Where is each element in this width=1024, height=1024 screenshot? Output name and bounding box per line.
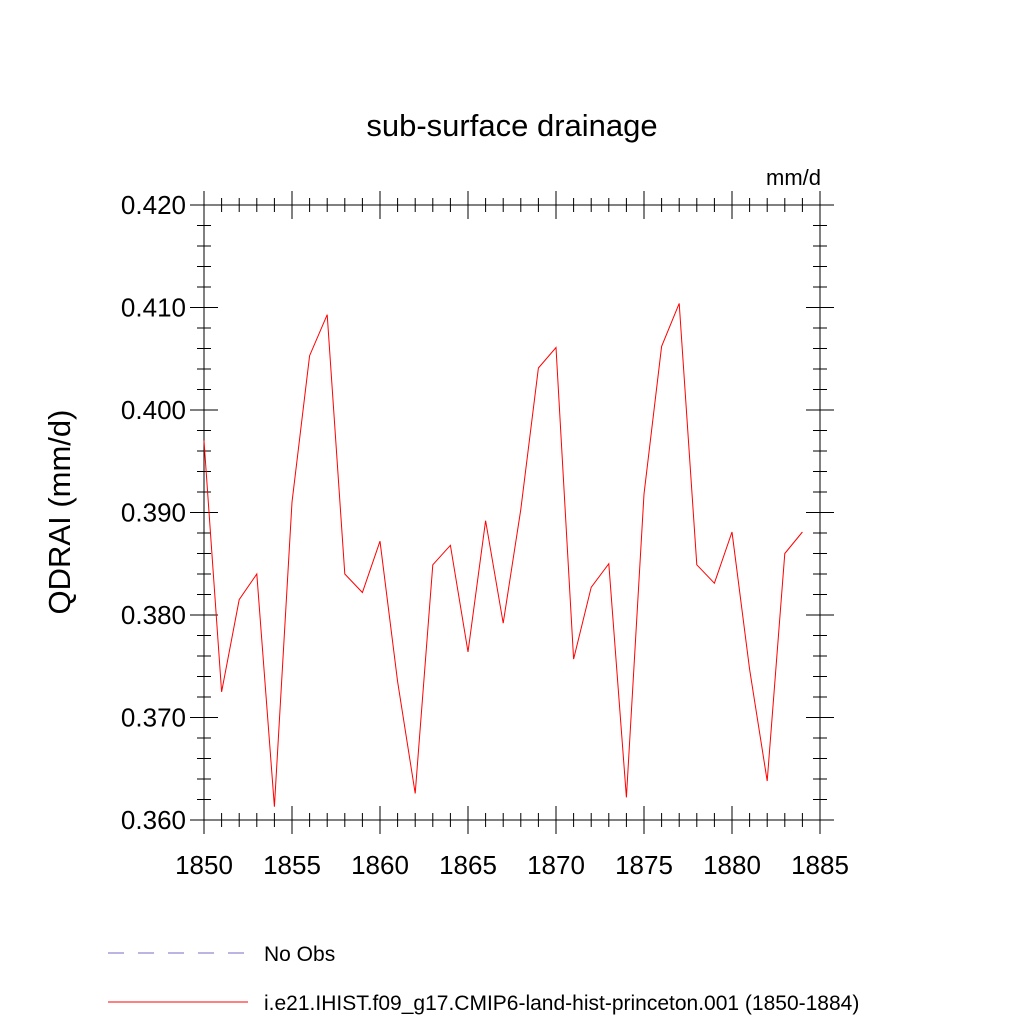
y-tick-label: 0.380 — [121, 600, 186, 630]
y-tick-label: 0.360 — [121, 805, 186, 835]
y-tick-label: 0.390 — [121, 498, 186, 528]
legend: No Obs i.e21.IHIST.f09_g17.CMIP6-land-his… — [108, 943, 859, 1015]
series-layer — [203, 303, 803, 807]
axes: 1850 1855 1860 1865 1870 1875 1880 1885 0.360 0.3… — [121, 190, 849, 880]
x-tick-label: 1855 — [263, 850, 321, 880]
chart-title: sub-surface drainage — [366, 108, 657, 143]
plot-frame — [203, 204, 821, 821]
y-axis-label: QDRAI (mm/d) — [42, 410, 77, 615]
units-label: mm/d — [766, 165, 821, 190]
x-tick-label: 1875 — [615, 850, 673, 880]
x-tick-label: 1850 — [175, 850, 233, 880]
x-tick-label: 1870 — [527, 850, 585, 880]
x-tick-label: 1885 — [791, 850, 849, 880]
series-line-1 — [203, 303, 803, 807]
x-tick-label: 1865 — [439, 850, 497, 880]
x-tick-label: 1860 — [351, 850, 409, 880]
legend-label-1: i.e21.IHIST.f09_g17.CMIP6-land-hist-prin… — [264, 992, 859, 1015]
y-tick-label: 0.370 — [121, 703, 186, 733]
y-tick-label: 0.420 — [121, 190, 186, 220]
legend-label-0: No Obs — [264, 943, 335, 966]
y-tick-label: 0.410 — [121, 293, 186, 323]
x-tick-label: 1880 — [703, 850, 761, 880]
y-tick-label: 0.400 — [121, 395, 186, 425]
